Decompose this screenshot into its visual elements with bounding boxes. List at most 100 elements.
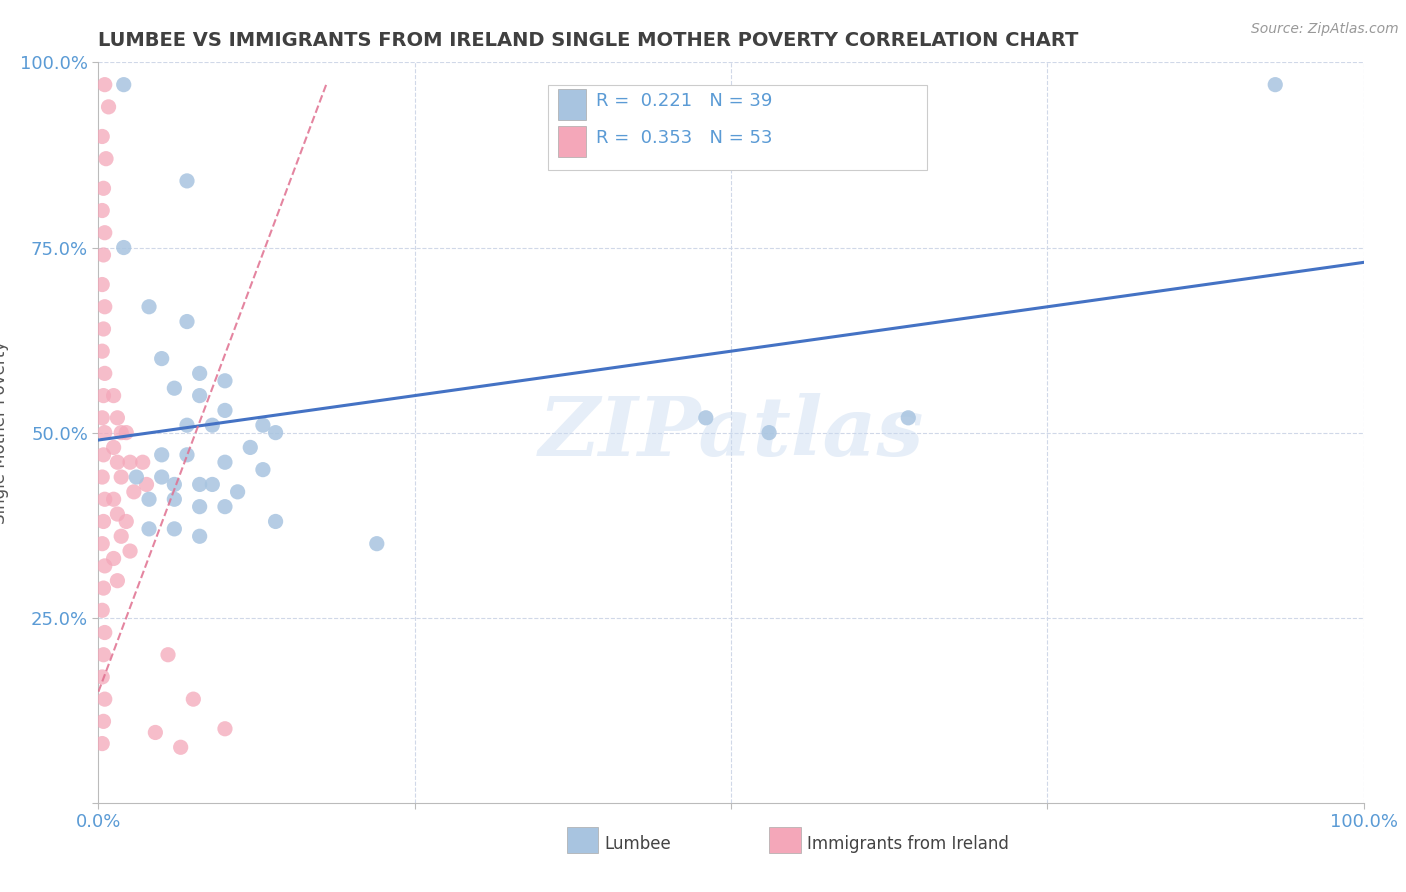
Point [214,374,236,388]
Point [150,448,173,462]
Point [93,625,117,640]
Point [188,500,211,514]
Point [93,367,117,381]
Point [112,240,135,255]
Point [897,410,920,425]
Point [93,581,115,595]
Bar [567,827,599,853]
Point [93,492,117,507]
Point [125,470,148,484]
Point [110,425,132,440]
Point [188,367,211,381]
Point [1264,78,1286,92]
Point [176,448,198,462]
Point [188,529,211,543]
Point [145,725,166,739]
Point [150,470,173,484]
Point [183,692,205,706]
Point [91,277,114,292]
Point [93,388,115,402]
Point [115,515,138,529]
Point [91,670,114,684]
Point [176,314,198,328]
Text: R =  0.221   N = 39: R = 0.221 N = 39 [596,92,772,110]
Point [107,455,129,469]
Point [93,226,117,240]
Point [93,322,115,336]
Point [176,418,198,433]
Point [138,300,160,314]
Point [103,441,125,455]
Point [93,692,117,706]
Y-axis label: Single Mother Poverty: Single Mother Poverty [0,341,8,524]
Point [122,484,145,499]
Point [97,100,120,114]
Point [163,492,186,507]
Text: Source: ZipAtlas.com: Source: ZipAtlas.com [1251,22,1399,37]
Text: Immigrants from Ireland: Immigrants from Ireland [807,835,1010,853]
Point [103,388,125,402]
Point [132,455,155,469]
Point [163,522,186,536]
Point [107,507,129,521]
Bar [769,827,800,853]
Bar [558,89,585,120]
Text: LUMBEE VS IMMIGRANTS FROM IRELAND SINGLE MOTHER POVERTY CORRELATION CHART: LUMBEE VS IMMIGRANTS FROM IRELAND SINGLE… [98,30,1078,50]
Point [91,344,114,359]
Point [107,574,129,588]
Point [214,722,236,736]
Point [695,410,717,425]
Point [91,737,114,751]
Point [366,536,388,550]
Point [103,492,125,507]
Point [138,522,160,536]
Point [169,740,191,755]
Point [93,248,115,262]
Point [93,78,117,92]
Point [93,558,117,573]
Point [112,78,135,92]
Point [91,410,114,425]
Point [163,477,186,491]
Point [91,536,114,550]
Point [264,425,287,440]
Point [138,492,160,507]
Point [188,388,211,402]
Point [93,425,117,440]
Point [163,381,186,395]
Point [93,181,115,195]
Point [91,203,114,218]
Point [188,477,211,491]
Text: Lumbee: Lumbee [605,835,671,853]
Point [176,174,198,188]
Bar [558,126,585,157]
Point [214,455,236,469]
Point [264,515,287,529]
Point [93,648,115,662]
Point [93,448,115,462]
Point [214,500,236,514]
Point [252,418,274,433]
Point [93,714,115,729]
Point [93,515,115,529]
Point [110,470,132,484]
Point [93,300,117,314]
Point [91,129,114,144]
Point [226,484,249,499]
Point [135,477,157,491]
FancyBboxPatch shape [547,85,928,169]
Point [157,648,180,662]
Point [91,470,114,484]
Point [110,529,132,543]
Point [103,551,125,566]
Point [91,603,114,617]
Text: ZIPatlas: ZIPatlas [538,392,924,473]
Text: R =  0.353   N = 53: R = 0.353 N = 53 [596,129,772,147]
Point [758,425,780,440]
Point [201,418,224,433]
Point [115,425,138,440]
Point [252,462,274,476]
Point [120,455,141,469]
Point [214,403,236,417]
Point [239,441,262,455]
